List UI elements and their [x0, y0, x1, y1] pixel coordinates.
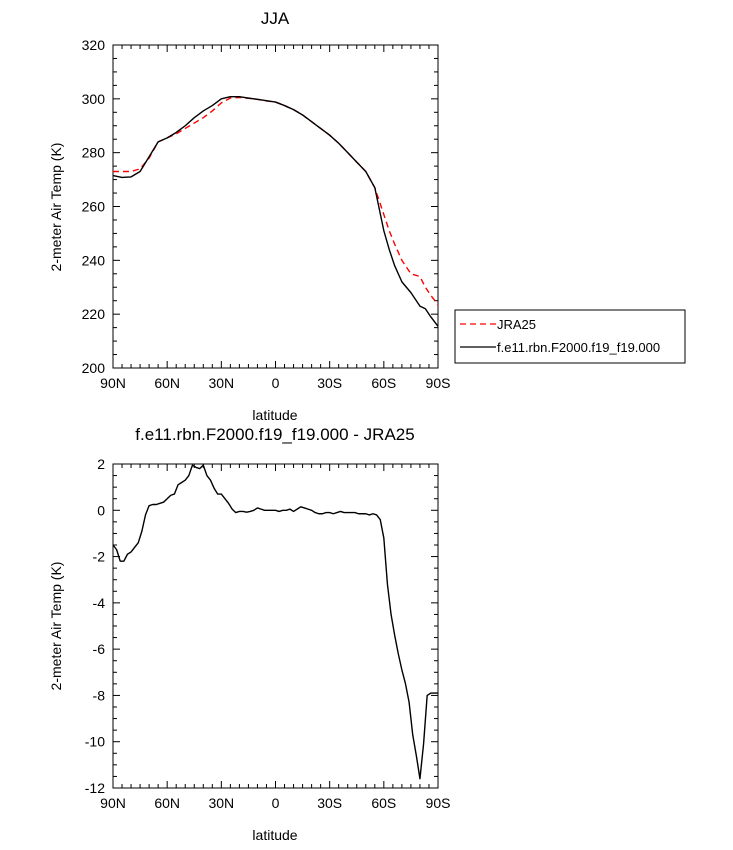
chart-title: f.e11.rbn.F2000.f19_f19.000 - JRA25 — [135, 425, 414, 444]
y-tick-label: 320 — [82, 37, 106, 53]
panel-difference: f.e11.rbn.F2000.f19_f19.000 - JRA25 90N 6… — [48, 425, 450, 843]
y-axis-title: 2-meter Air Temp (K) — [48, 562, 64, 691]
y-tick-label: 0 — [97, 502, 105, 518]
x-tick-label: 60N — [154, 375, 180, 391]
series-line-f-e11-rbn-f2000-f19-f19-000 — [112, 95, 439, 327]
y-tick-label: 300 — [82, 91, 106, 107]
y-axis-title: 2-meter Air Temp (K) — [48, 143, 64, 272]
y-tick-label: -10 — [85, 734, 105, 750]
x-tick-label: 90N — [100, 375, 126, 391]
x-tick-label: 60S — [371, 795, 396, 811]
x-tick-label: 30N — [208, 375, 234, 391]
y-tick-label: -12 — [85, 780, 105, 796]
y-tick-label: -2 — [93, 549, 106, 565]
x-tick-label: 90S — [426, 795, 451, 811]
plot-frame — [112, 463, 439, 789]
x-tick-label: 30S — [317, 375, 342, 391]
legend-label-model: f.e11.rbn.F2000.f19_f19.000 — [497, 340, 660, 355]
x-tick-label: 30N — [208, 795, 234, 811]
x-tick-label: 90N — [100, 795, 126, 811]
series-line-jra25 — [113, 96, 439, 306]
x-axis-title: latitude — [252, 827, 297, 843]
x-tick-label: 30S — [317, 795, 342, 811]
x-tick-label: 90S — [426, 375, 451, 391]
x-tick-label: 0 — [272, 795, 280, 811]
series-line-difference — [112, 464, 438, 780]
y-tick-label: 200 — [82, 360, 106, 376]
legend: JRA25 f.e11.rbn.F2000.f19_f19.000 — [454, 309, 686, 364]
legend-box — [454, 309, 686, 364]
x-axis-title: latitude — [252, 407, 297, 423]
y-tick-label: -4 — [93, 595, 106, 611]
y-tick-label: 280 — [82, 145, 106, 161]
y-tick-label: 220 — [82, 306, 106, 322]
y-tick-label: 2 — [97, 456, 105, 472]
y-tick-label: 260 — [82, 199, 106, 215]
chart-title: JJA — [261, 9, 290, 28]
x-tick-label: 60N — [154, 795, 180, 811]
y-tick-label: 240 — [82, 252, 106, 268]
panel-jja: JJA 90N 60N 30N 0 30S 60S 90S 200 220 240 260 280 30… — [48, 9, 450, 423]
y-tick-label: -8 — [93, 687, 106, 703]
plot-frame — [112, 44, 439, 369]
y-tick-label: -6 — [93, 641, 106, 657]
x-tick-label: 60S — [371, 375, 396, 391]
plot-area: 90N 60N 30N 0 30S 60S 90S 200 220 240 260 280 300 320 — [82, 37, 451, 391]
x-tick-label: 0 — [272, 375, 280, 391]
plot-area: 90N 60N 30N 0 30S 60S 90S -12 -10 -8 -6 -4 -2 0 2 — [85, 456, 451, 811]
legend-label-jra25: JRA25 — [497, 317, 536, 332]
